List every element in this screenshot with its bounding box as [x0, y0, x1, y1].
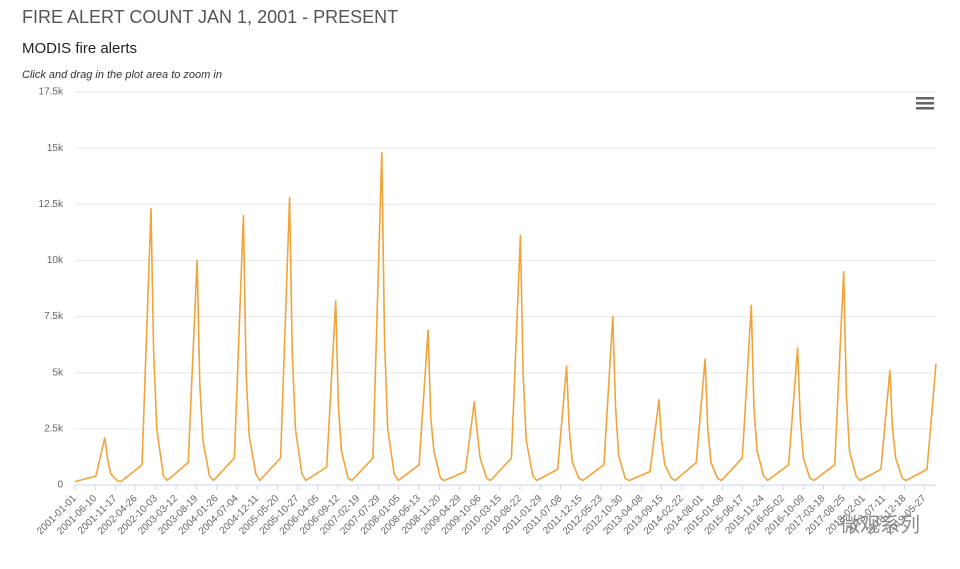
y-tick-label: 2.5k — [44, 423, 64, 434]
y-tick-label: 10k — [47, 255, 64, 266]
chart-title: FIRE ALERT COUNT JAN 1, 2001 - PRESENT — [22, 7, 398, 27]
y-tick-label: 12.5k — [39, 199, 64, 210]
menu-bar — [916, 102, 934, 105]
y-tick-label: 5k — [52, 367, 64, 378]
y-tick-label: 7.5k — [44, 311, 64, 322]
menu-bar — [916, 107, 934, 110]
menu-bar — [916, 97, 934, 100]
y-tick-label: 17.5k — [39, 87, 64, 98]
data-line — [74, 151, 937, 483]
zoom-note: Click and drag in the plot area to zoom … — [22, 69, 222, 81]
y-tick-label: 0 — [57, 480, 63, 491]
menu-button[interactable] — [916, 97, 934, 110]
watermark: 微观系列 — [840, 513, 920, 536]
y-tick-label: 15k — [47, 143, 64, 154]
chart-subtitle: MODIS fire alerts — [22, 40, 137, 57]
